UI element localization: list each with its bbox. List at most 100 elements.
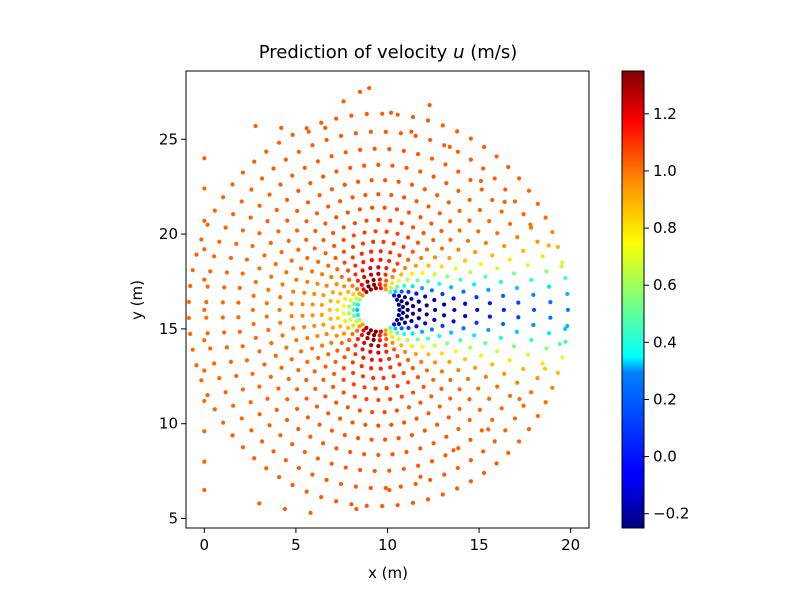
colorbar-tick-label: 0.8 [653, 219, 677, 237]
scatter-point [432, 317, 437, 322]
scatter-point [548, 300, 553, 305]
scatter-point [473, 249, 478, 255]
x-tick-label: 0 [200, 536, 210, 554]
scatter-point [331, 384, 336, 389]
scatter-point [555, 370, 561, 375]
scatter-point [202, 186, 207, 191]
scatter-point [199, 378, 204, 383]
scatter-point [388, 285, 393, 290]
scatter-point [413, 481, 418, 487]
scatter-point [362, 385, 367, 390]
scatter-point [490, 253, 495, 258]
scatter-point [202, 247, 207, 252]
scatter-point [278, 320, 283, 325]
scatter-point [350, 255, 355, 260]
scatter-point [384, 349, 389, 354]
scatter-point [313, 228, 318, 234]
scatter-point [289, 258, 294, 263]
scatter-point [502, 199, 507, 204]
scatter-point [353, 352, 358, 357]
scatter-point [478, 353, 484, 358]
scatter-point [373, 229, 378, 234]
scatter-point [387, 258, 392, 264]
scatter-point [295, 208, 300, 214]
scatter-point [273, 262, 278, 267]
scatter-point [338, 416, 343, 421]
scatter-point [456, 368, 461, 373]
scatter-point [512, 199, 518, 204]
scatter-point [354, 506, 359, 512]
scatter-point [369, 258, 374, 263]
scatter-point [394, 317, 400, 323]
scatter-point [546, 284, 552, 289]
scatter-point [503, 428, 508, 433]
scatter-point [410, 304, 416, 309]
scatter-point [319, 120, 324, 125]
scatter-point [456, 247, 461, 252]
scatter-point [495, 266, 500, 271]
scatter-point [481, 166, 486, 171]
scatter-point [354, 328, 360, 333]
scatter-point [486, 327, 491, 333]
scatter-point [425, 336, 431, 341]
scatter-point [390, 340, 395, 345]
scatter-point [397, 362, 402, 367]
scatter-point [401, 466, 406, 472]
scatter-point [341, 331, 347, 336]
scatter-point [357, 297, 362, 302]
scatter-point [316, 355, 321, 361]
scatter-point [240, 271, 245, 276]
scatter-point [387, 487, 392, 493]
scatter-point [305, 255, 310, 261]
scatter-point [362, 163, 367, 168]
scatter-point [351, 292, 356, 297]
scatter-point [402, 283, 407, 288]
scatter-point [257, 501, 262, 506]
scatter-point [369, 343, 374, 348]
scatter-point [368, 287, 373, 292]
scatter-point [342, 355, 347, 360]
scatter-point [439, 386, 444, 391]
scatter-point [405, 338, 410, 343]
scatter-point [451, 296, 456, 301]
scatter-point [257, 384, 262, 389]
scatter-point [394, 408, 399, 413]
scatter-point [290, 132, 295, 137]
scatter-point [223, 390, 228, 395]
scatter-point [479, 187, 484, 192]
scatter-point [432, 272, 437, 277]
scatter-point [355, 307, 360, 313]
scatter-point [378, 286, 383, 291]
scatter-point [369, 272, 374, 277]
scatter-point [257, 203, 262, 208]
scatter-point [402, 295, 408, 300]
scatter-point [354, 286, 360, 292]
scatter-point [492, 439, 497, 444]
scatter-point [378, 257, 383, 262]
scatter-point [268, 374, 273, 379]
scatter-point [266, 327, 271, 333]
scatter-point [334, 400, 339, 405]
scatter-point [305, 200, 311, 205]
scatter-point [384, 265, 389, 271]
scatter-point [334, 282, 339, 287]
scatter-point [418, 400, 423, 405]
scatter-point [423, 321, 428, 326]
scatter-point [265, 396, 270, 401]
scatter-point [296, 426, 301, 432]
scatter-point [335, 267, 340, 272]
scatter-point [327, 307, 332, 313]
scatter-point [410, 390, 416, 395]
scatter-point [335, 316, 341, 321]
scatter-point [212, 254, 217, 259]
scatter-point [279, 125, 284, 130]
scatter-point [224, 270, 229, 275]
scatter-point [220, 300, 225, 305]
scatter-point [353, 484, 358, 489]
scatter-point [415, 240, 421, 245]
scatter-point [382, 205, 387, 210]
scatter-point [244, 358, 250, 363]
scatter-point [221, 195, 226, 200]
scatter-point [377, 333, 382, 338]
scatter-point [399, 394, 404, 399]
